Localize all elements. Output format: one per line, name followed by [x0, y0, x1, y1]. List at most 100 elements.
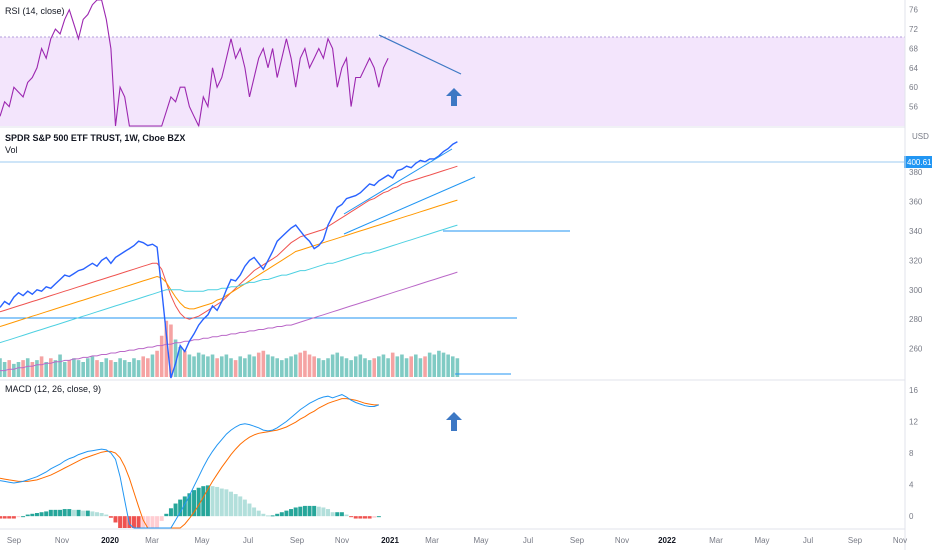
macd-histogram-bar [71, 509, 76, 517]
volume-bar [243, 358, 247, 377]
macd-histogram-bar [372, 516, 377, 518]
volume-bar [76, 360, 81, 377]
macd-histogram-bar [293, 507, 298, 517]
volume-bar [275, 358, 279, 377]
volume-bar [224, 354, 229, 377]
time-tick-label: Jul [803, 536, 813, 545]
macd-histogram-bar [349, 516, 354, 518]
price-title: SPDR S&P 500 ETF TRUST, 1W, Cboe BZX [5, 133, 185, 143]
price-tick-label: 380 [909, 168, 923, 177]
volume-bar [30, 362, 35, 377]
ma-orange-line [0, 199, 458, 327]
time-tick-label: May [194, 536, 209, 545]
volume-bar [206, 356, 210, 377]
volume-bar [455, 358, 460, 377]
macd-series-group [0, 394, 379, 529]
rsi-trendline[interactable] [378, 34, 462, 75]
macd-line [0, 394, 379, 529]
volume-bar [280, 360, 284, 377]
macd-up-arrow-icon [446, 412, 462, 431]
price-tick-label: 280 [909, 315, 923, 324]
macd-tick-label: 16 [909, 386, 918, 395]
macd-histogram-bar [155, 516, 160, 528]
volume-bar [39, 356, 44, 377]
rsi-title: RSI (14, close) [5, 6, 65, 16]
volume-bar [215, 358, 219, 377]
rsi-tick-label: 64 [909, 64, 918, 73]
volume-bar [367, 360, 372, 377]
volume-bar [122, 360, 127, 377]
macd-histogram-bar [0, 516, 2, 519]
macd-histogram-bar [192, 490, 197, 517]
price-pane: SPDR S&P 500 ETF TRUST, 1W, Cboe BZX Vol… [0, 132, 932, 379]
volume-bar [53, 360, 58, 377]
time-tick-label: Sep [7, 536, 22, 545]
price-line [0, 141, 458, 379]
volume-bar [307, 354, 312, 377]
currency-label[interactable]: USD [912, 132, 929, 141]
channel-upper-line[interactable] [343, 148, 453, 215]
macd-tick-label: 8 [909, 449, 914, 458]
volume-bar [353, 356, 358, 377]
macd-histogram-bar [353, 516, 358, 519]
macd-histogram-bar [173, 503, 178, 517]
macd-histogram-bar [312, 505, 317, 517]
time-tick-label: Mar [145, 536, 159, 545]
price-tick-label: 300 [909, 286, 923, 295]
macd-histogram-bar [224, 489, 229, 517]
macd-histogram-bar [376, 516, 381, 518]
macd-histogram-bar [335, 512, 340, 517]
time-tick-label: Nov [893, 536, 907, 545]
macd-histogram-bar [81, 510, 86, 517]
volume-bar [432, 354, 437, 377]
macd-histogram-bar [104, 514, 109, 517]
time-tick-label: Jul [243, 536, 253, 545]
volume-bar [187, 354, 192, 377]
macd-histogram-bar [108, 516, 113, 518]
time-tick-label: 2022 [658, 536, 676, 545]
volume-label: Vol [5, 145, 18, 155]
volume-bar [44, 362, 48, 377]
volume-bar [210, 354, 215, 377]
volume-bar [252, 356, 256, 377]
volume-bar [159, 335, 164, 377]
macd-histogram-bar [182, 496, 187, 517]
macd-histogram-bar [48, 509, 53, 517]
macd-histogram-bar [302, 505, 307, 517]
macd-histogram-bar [242, 499, 247, 517]
macd-histogram-bar [141, 516, 146, 528]
macd-histogram-bar [187, 493, 192, 517]
macd-histogram-bar [159, 516, 164, 521]
volume-bar [293, 354, 298, 377]
macd-histogram-bar [62, 509, 67, 517]
macd-histogram-bar [178, 499, 183, 517]
volume-bar [173, 339, 178, 377]
macd-histogram-bar [339, 512, 344, 517]
time-tick-label: May [473, 536, 488, 545]
macd-histogram-bar [164, 513, 169, 517]
volume-bar [58, 354, 62, 377]
macd-histogram-bar [362, 516, 367, 519]
channel-lower-line[interactable] [343, 176, 476, 235]
volume-bar [0, 358, 2, 377]
macd-histogram-bar [85, 510, 90, 517]
last-price-badge [904, 156, 932, 168]
macd-histogram-bar [275, 513, 280, 517]
time-tick-label: Nov [55, 536, 69, 545]
volume-bar [344, 358, 349, 377]
macd-histogram-bar [67, 509, 72, 517]
macd-histogram-bar [252, 507, 257, 517]
volume-bar [178, 347, 182, 377]
macd-histogram-bar [210, 486, 215, 517]
last-price-label: 400.61 [907, 158, 932, 167]
time-tick-label: Sep [290, 536, 305, 545]
volume-bar [423, 356, 427, 377]
rsi-up-arrow-icon [446, 88, 462, 106]
volume-bar [450, 356, 455, 377]
volume-bar [99, 362, 104, 377]
macd-histogram-bar [25, 514, 30, 517]
volume-bar [155, 350, 159, 377]
price-series-group [0, 141, 458, 379]
macd-histogram-bar [168, 508, 173, 517]
